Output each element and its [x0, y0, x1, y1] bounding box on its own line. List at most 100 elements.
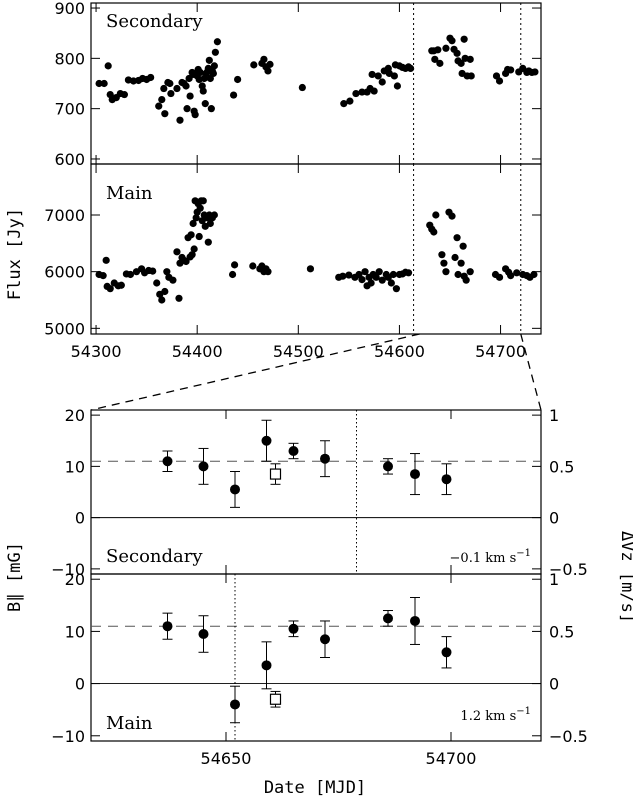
data-point — [410, 615, 420, 626]
open-data-point — [269, 468, 282, 480]
velocity-exponent: −1 — [516, 548, 531, 559]
data-point — [264, 67, 272, 75]
velocity-value: −0.1 km s — [450, 551, 517, 566]
data-point — [155, 102, 163, 110]
data-point — [173, 84, 181, 93]
right-y-tick-label: 1 — [549, 570, 559, 589]
data-point — [410, 469, 420, 480]
data-point — [453, 234, 461, 242]
right-y-tick-label: −0.5 — [549, 727, 588, 746]
data-point — [100, 79, 108, 88]
data-point — [387, 279, 395, 287]
data-point — [451, 253, 459, 262]
data-point — [448, 37, 456, 45]
data-point — [390, 72, 398, 80]
panel-label: Secondary — [106, 11, 203, 32]
left-y-tick-label: 10 — [65, 622, 85, 641]
data-point — [189, 219, 197, 228]
data-point — [261, 660, 272, 671]
data-point — [206, 219, 214, 228]
data-point — [531, 68, 539, 76]
panel-label: Main — [106, 713, 153, 734]
bottom-panel-secondary: −10 −0.5 0 0 10 0.5 20 1 Secondary −0.1 km s−1 — [51, 406, 588, 579]
data-point — [383, 461, 393, 472]
top-y-axis-label: Flux [Jy] — [5, 208, 25, 300]
data-point — [466, 55, 474, 63]
data-point — [392, 285, 400, 293]
data-point — [457, 259, 465, 267]
top-figure: 600 700 800 900 Secondary 5000 6000 7000 Main 543… — [44, 0, 542, 361]
data-point — [102, 256, 110, 264]
x-tick-label: 54650 — [201, 749, 252, 768]
y-tick-label: 600 — [54, 150, 85, 169]
velocity-label: −0.1 km s−1 — [450, 548, 531, 566]
x-tick-label: 54300 — [71, 342, 122, 361]
data-point — [163, 268, 171, 276]
data-point — [264, 268, 272, 276]
data-point — [340, 100, 348, 108]
data-point — [442, 44, 450, 52]
data-point — [158, 96, 166, 104]
data-point — [432, 211, 440, 219]
data-point — [457, 59, 465, 67]
data-point — [99, 272, 107, 280]
data-point — [196, 68, 204, 77]
data-point — [513, 269, 521, 277]
data-point — [393, 82, 402, 90]
data-point — [229, 91, 238, 99]
top-panel-secondary: 600 700 800 900 Secondary — [54, 0, 542, 169]
data-point — [104, 62, 112, 70]
right-y-tick-label: 0 — [549, 509, 559, 528]
data-point — [448, 212, 456, 220]
data-point — [183, 105, 191, 113]
data-point — [389, 270, 397, 279]
bottom-left-y-axis-label: B∥ [mG] — [5, 542, 25, 612]
left-y-tick-label: −10 — [51, 727, 85, 746]
data-point — [441, 647, 452, 658]
data-point — [199, 87, 207, 95]
data-point — [306, 265, 315, 273]
data-point — [192, 214, 200, 222]
velocity-label: 1.2 km s−1 — [460, 706, 531, 724]
data-point — [250, 61, 258, 69]
data-point — [176, 116, 184, 124]
data-point — [375, 268, 383, 276]
data-point — [210, 211, 218, 219]
data-point — [186, 92, 194, 100]
data-point — [431, 55, 439, 63]
data-point — [166, 79, 174, 88]
data-point — [120, 90, 128, 99]
data-point — [199, 197, 207, 205]
right-y-tick-label: 0 — [549, 675, 559, 694]
left-y-tick-label: −10 — [51, 560, 85, 579]
data-point — [149, 267, 157, 275]
right-y-tick-label: 0.5 — [549, 622, 574, 641]
data-point — [230, 484, 240, 495]
data-point — [440, 259, 448, 267]
data-point — [230, 261, 239, 269]
data-point — [198, 461, 209, 472]
panel-label: Main — [106, 183, 153, 204]
zoom-line-left — [90, 333, 420, 411]
data-point — [507, 272, 515, 280]
data-point — [161, 287, 169, 296]
data-point — [182, 82, 190, 90]
data-point — [153, 279, 161, 287]
top-panel-main: 5000 6000 7000 Main — [44, 163, 542, 338]
data-point — [320, 634, 330, 645]
data-point — [207, 105, 215, 113]
data-point — [441, 474, 452, 485]
data-point — [210, 62, 218, 70]
panel-frame — [90, 573, 542, 742]
data-point — [459, 242, 467, 250]
data-point — [173, 248, 181, 256]
y-tick-label: 700 — [54, 100, 85, 119]
data-point — [404, 269, 413, 277]
data-point — [160, 84, 168, 93]
data-point — [361, 268, 369, 276]
x-tick-label: 54700 — [426, 749, 477, 768]
bottom-right-y-axis-label: ΔVz [m/s] — [617, 531, 633, 623]
data-point — [201, 100, 209, 108]
data-point — [190, 245, 198, 253]
